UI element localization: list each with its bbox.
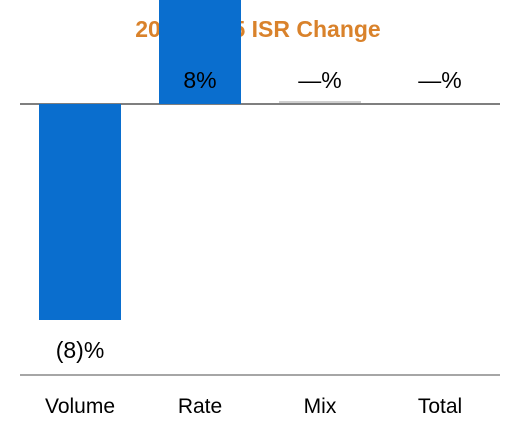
data-label-total: —% [418, 67, 461, 93]
x-tick-labels-group: Volume Rate Mix Total [45, 395, 462, 418]
bar-rate [159, 0, 241, 104]
data-label-rate: 8% [183, 67, 216, 93]
bars-group [39, 0, 361, 320]
data-label-mix: —% [298, 67, 341, 93]
data-labels-group: (8)% 8% —% —% [56, 67, 462, 363]
x-tick-mix: Mix [304, 395, 337, 418]
x-tick-volume: Volume [45, 395, 115, 418]
data-label-volume: (8)% [56, 337, 105, 363]
x-tick-total: Total [418, 395, 462, 418]
x-tick-rate: Rate [178, 395, 222, 418]
bar-volume [39, 104, 121, 320]
